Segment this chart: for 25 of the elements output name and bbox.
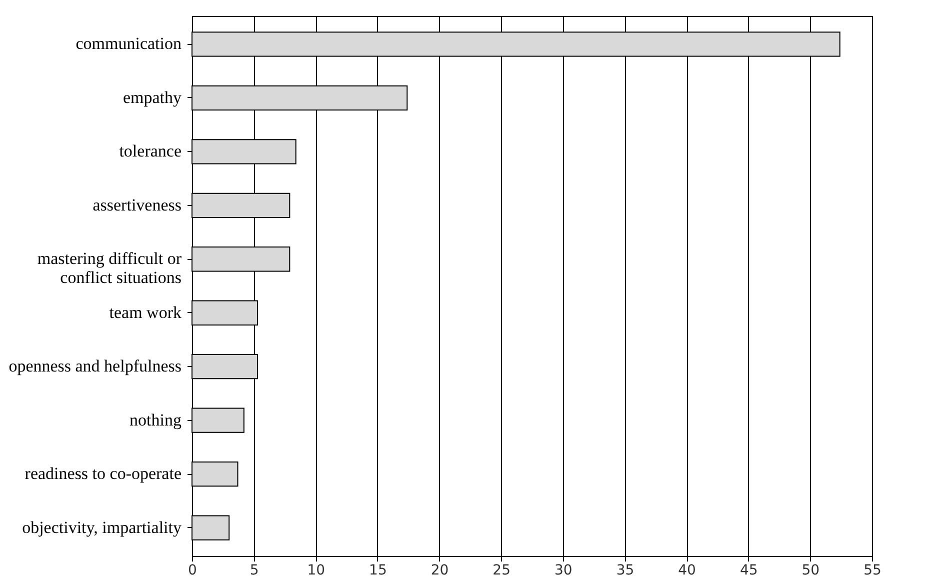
y-tick-label: empathy	[122, 88, 182, 107]
bar	[192, 461, 238, 487]
y-tick-label: openness and helpfulness	[8, 356, 182, 376]
x-tick-label: 10	[307, 562, 326, 578]
y-tick-label: readiness to co-operate	[24, 464, 182, 484]
x-tick-label: 35	[616, 562, 634, 578]
y-tick-label: nothing	[130, 410, 182, 430]
x-tick-label: 5	[250, 562, 259, 578]
x-tick-label: 20	[430, 562, 449, 578]
x-tick-label: 30	[554, 562, 572, 578]
bar	[192, 408, 244, 433]
y-tick-label: team work	[109, 302, 182, 322]
y-tick-label: objectivity, impartiality	[22, 518, 182, 537]
x-tick-label: 25	[492, 562, 511, 578]
y-tick-label: tolerance	[119, 142, 182, 161]
bar	[192, 515, 230, 540]
x-tick-label: 0	[188, 562, 197, 578]
x-tick-label: 55	[864, 562, 882, 578]
x-tick-label: 45	[740, 562, 758, 578]
x-tick-label: 50	[802, 562, 820, 578]
x-tick-label: 15	[369, 562, 387, 578]
y-tick-label: assertiveness	[92, 195, 182, 214]
y-tick-label: communication	[76, 34, 182, 54]
x-tick-label: 40	[678, 562, 696, 578]
y-tick-label: mastering difficult or conflict situations	[37, 249, 182, 288]
